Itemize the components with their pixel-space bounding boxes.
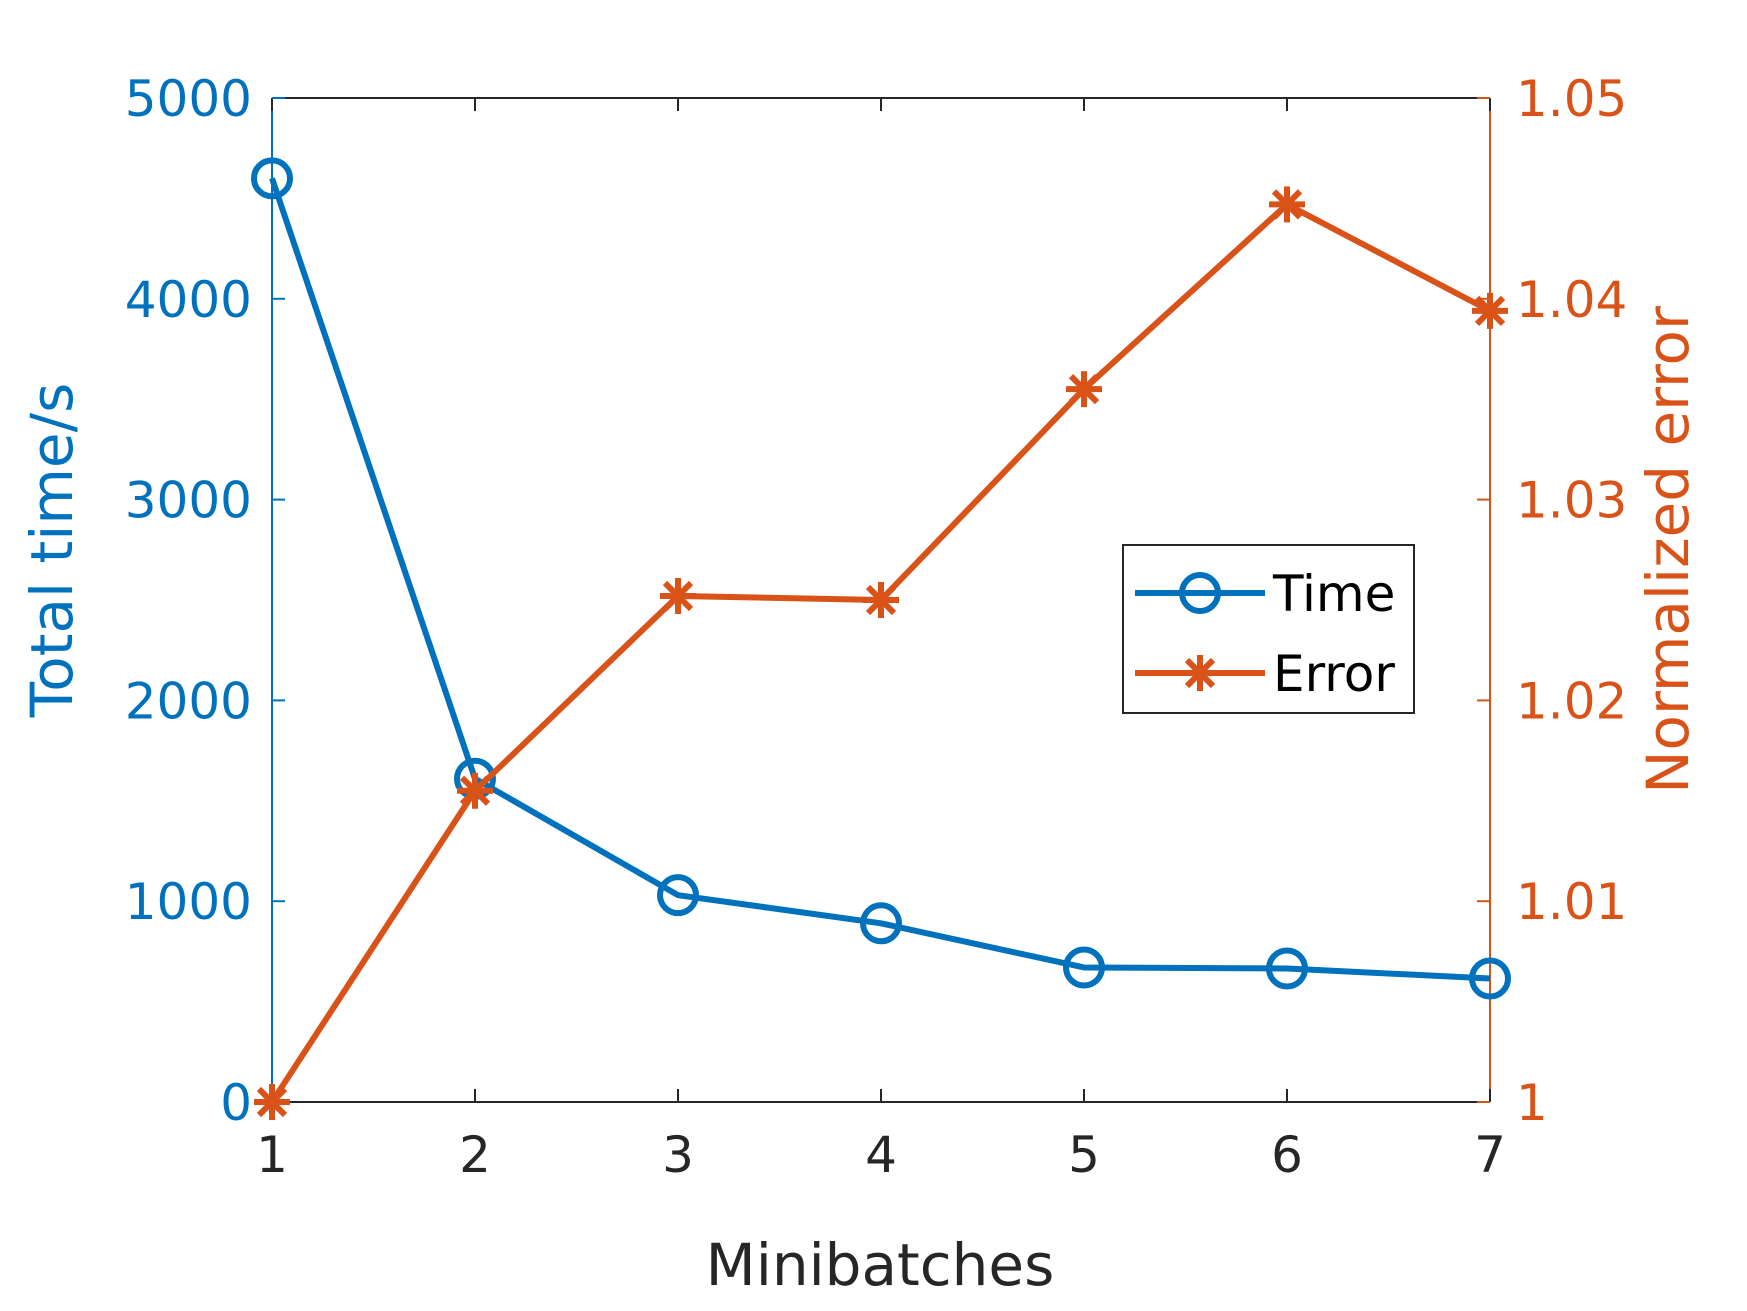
x-tick-label: 1 xyxy=(256,1126,288,1184)
x-tick-label: 4 xyxy=(865,1126,897,1184)
legend-label: Error xyxy=(1273,645,1395,703)
left-y-tick-label: 2000 xyxy=(125,672,252,730)
data-point-time xyxy=(1266,947,1308,990)
legend-box xyxy=(1122,544,1415,714)
left-y-axis-ticks: 0 1000 2000 3000 4000 5000 xyxy=(125,70,285,1132)
right-y-axis-ticks: 1 1.01 1.02 1.03 1.04 1.05 xyxy=(1477,70,1627,1132)
left-y-tick-label: 1000 xyxy=(125,873,252,931)
legend-entry-error: Error xyxy=(1135,645,1395,703)
data-point-error xyxy=(863,582,899,618)
right-y-axis-title: Normalized error xyxy=(1634,306,1702,794)
right-y-tick-label: 1.03 xyxy=(1516,472,1627,530)
data-point-error xyxy=(1269,186,1305,223)
legend-entry-time: Time xyxy=(1135,565,1395,623)
legend-marker xyxy=(1182,655,1218,691)
data-point-error xyxy=(457,772,493,809)
legend: Time Error xyxy=(1122,544,1415,714)
series-layer xyxy=(251,157,1511,1120)
data-point-error xyxy=(1066,371,1102,408)
data-point-time xyxy=(251,157,293,200)
right-y-tick-label: 1 xyxy=(1516,1074,1548,1132)
x-tick-label: 3 xyxy=(662,1126,694,1184)
data-point-time xyxy=(1063,946,1105,989)
series-error xyxy=(254,186,1508,1120)
x-tick-label: 5 xyxy=(1068,1126,1100,1184)
left-y-tick-label: 5000 xyxy=(125,70,252,128)
left-y-axis-title: Total time/s xyxy=(18,383,86,719)
x-tick-label: 7 xyxy=(1474,1126,1506,1184)
x-axis-title: Minibatches xyxy=(706,1231,1055,1299)
data-point-error xyxy=(1472,292,1508,329)
data-point-time xyxy=(1469,957,1511,1000)
legend-marker xyxy=(1179,572,1221,614)
data-point-error xyxy=(660,577,696,614)
left-y-tick-label: 0 xyxy=(220,1074,252,1132)
legend-entries: Time Error xyxy=(1135,565,1395,703)
x-tick-label: 2 xyxy=(459,1126,491,1184)
right-y-tick-label: 1.02 xyxy=(1516,672,1627,730)
left-y-tick-label: 4000 xyxy=(125,271,252,329)
data-point-time xyxy=(657,874,699,917)
data-point-time xyxy=(860,902,902,945)
x-tick-label: 6 xyxy=(1271,1126,1303,1184)
x-axis-ticks: 1 2 3 4 5 6 7 xyxy=(256,98,1506,1184)
right-y-tick-label: 1.05 xyxy=(1516,70,1627,128)
right-y-tick-label: 1.01 xyxy=(1516,873,1627,931)
right-y-tick-label: 1.04 xyxy=(1516,271,1627,329)
data-point-error xyxy=(254,1084,290,1120)
legend-label: Time xyxy=(1272,565,1395,623)
left-y-tick-label: 3000 xyxy=(125,472,252,530)
